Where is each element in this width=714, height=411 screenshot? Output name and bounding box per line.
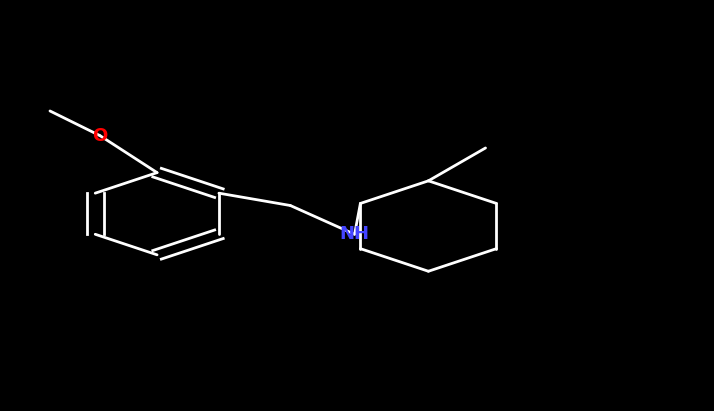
Text: NH: NH — [340, 225, 370, 243]
Text: O: O — [92, 127, 108, 145]
